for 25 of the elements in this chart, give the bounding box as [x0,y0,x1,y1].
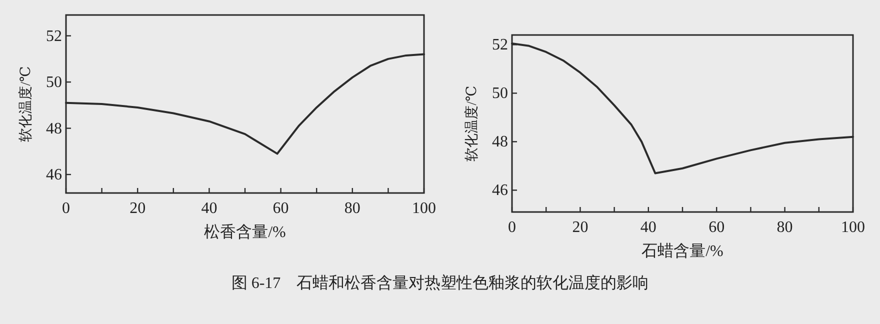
x-tick-label: 60 [708,219,725,236]
x-tick-label: 20 [572,219,588,236]
y-tick-label: 52 [46,28,62,45]
x-axis-title: 松香含量/% [204,223,286,241]
x-tick-label: 40 [640,219,656,236]
y-tick-label: 48 [492,134,508,151]
x-tick-label: 80 [344,200,360,217]
y-axis-title: 软化温度/℃ [18,66,34,142]
x-tick-label: 20 [130,200,146,217]
x-tick-label: 100 [412,200,436,217]
y-tick-label: 52 [492,36,508,54]
y-tick-label: 50 [46,74,62,92]
x-tick-label: 0 [62,200,70,217]
x-tick-label: 0 [508,219,516,236]
y-axis-title: 软化温度/℃ [464,86,480,162]
x-tick-label: 40 [201,200,218,217]
x-axis-title: 石蜡含量/% [642,242,724,260]
caption: 图 6-17 石蜡和松香含量对热塑性色釉浆的软化温度的影响 [231,274,649,292]
y-tick-label: 50 [492,85,508,102]
y-tick-label: 46 [46,166,62,184]
y-tick-label: 48 [46,120,62,138]
y-tick-label: 46 [492,182,508,200]
x-tick-label: 100 [841,219,865,236]
x-tick-label: 80 [776,219,793,236]
x-tick-label: 60 [272,200,289,217]
